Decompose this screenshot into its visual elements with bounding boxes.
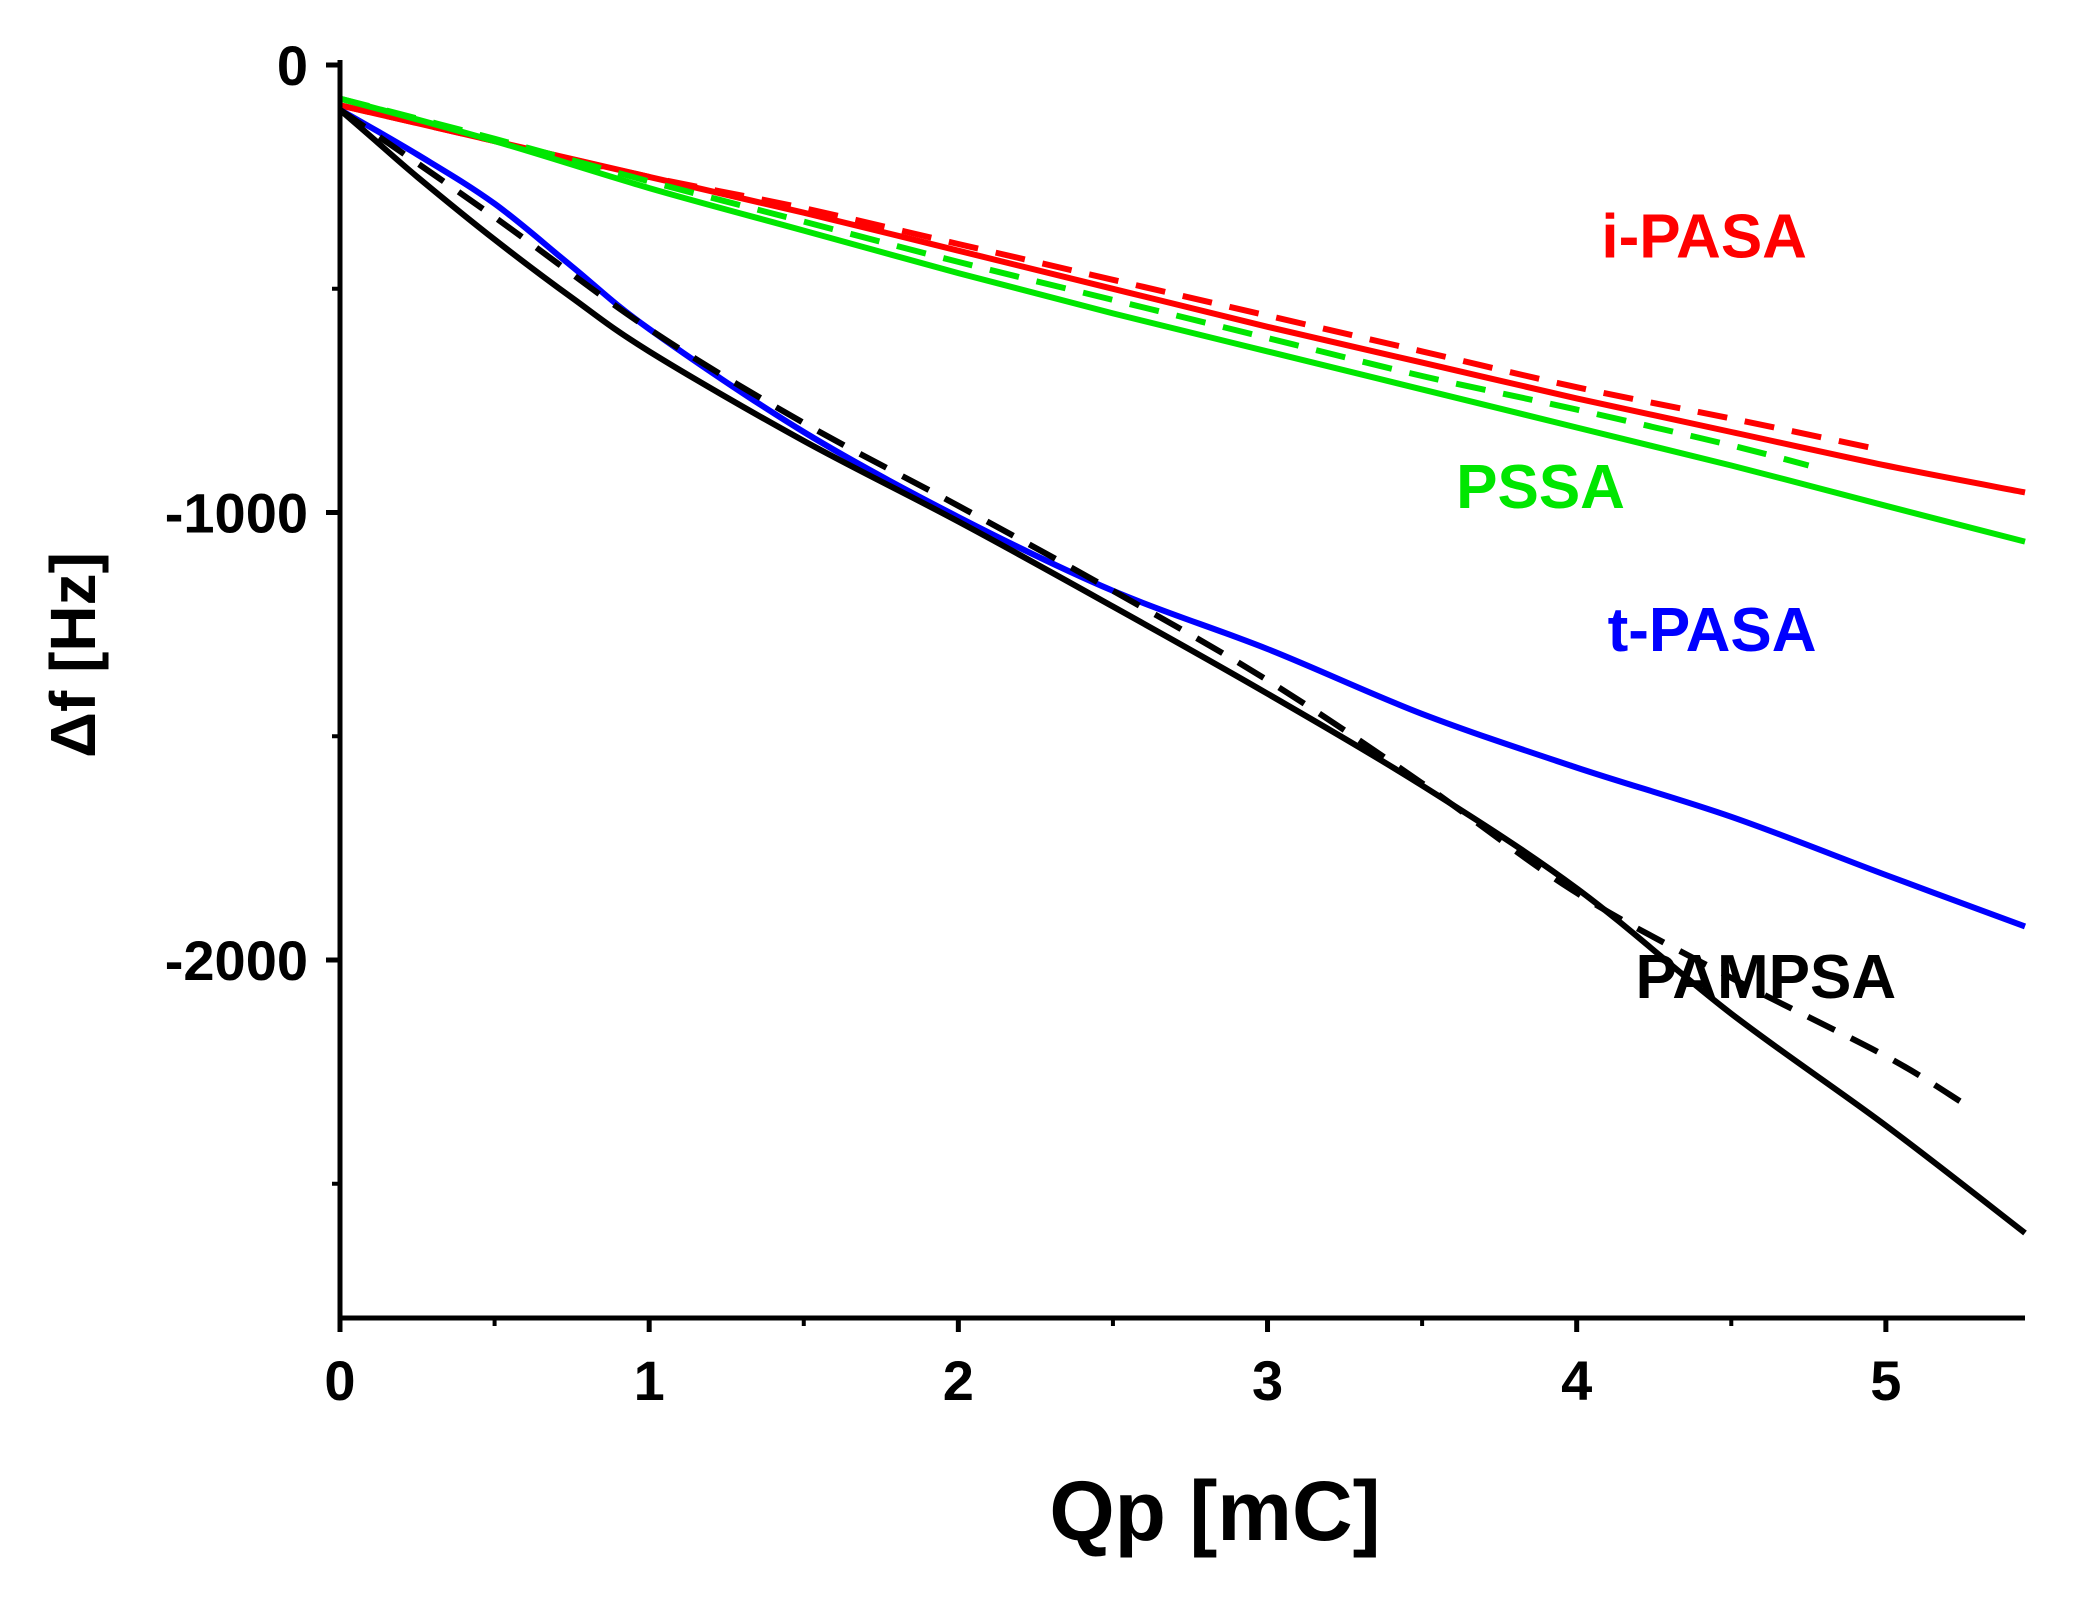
series-layer	[338, 95, 2027, 1236]
series-line-pssa-solid-2	[339, 95, 2026, 545]
axes-layer: 0 1 2 3 4 5 0 -1000 -2000	[165, 34, 2025, 1412]
series-line-pssa-dashed-3	[339, 95, 1810, 469]
x-tick-label: 0	[324, 1349, 355, 1412]
y-axis-title: Δf [Hz]	[37, 552, 109, 758]
y-tick-label: -1000	[165, 482, 308, 545]
x-axis-title: Qp [mC]	[1049, 1464, 1380, 1558]
x-tick-label: 3	[1252, 1349, 1283, 1412]
x-tick-label: 1	[634, 1349, 665, 1412]
series-line-pampsa-solid-5	[338, 107, 2027, 1236]
x-tick-label: 2	[943, 1349, 974, 1412]
series-label-i-pasa: i-PASA	[1601, 202, 1807, 271]
y-tick-label: 0	[277, 34, 308, 97]
series-label-pssa: PSSA	[1456, 453, 1625, 522]
y-tick-label: -2000	[165, 929, 308, 992]
labels-layer: i-PASA PSSA t-PASA PAMPSA	[1456, 202, 1896, 1012]
x-tick-label: 4	[1561, 1349, 1592, 1412]
series-line-pampsa-dashed-6	[338, 107, 1965, 1106]
series-label-pampsa: PAMPSA	[1635, 943, 1896, 1012]
series-label-t-pasa: t-PASA	[1608, 596, 1817, 665]
x-tick-label: 5	[1870, 1349, 1901, 1412]
